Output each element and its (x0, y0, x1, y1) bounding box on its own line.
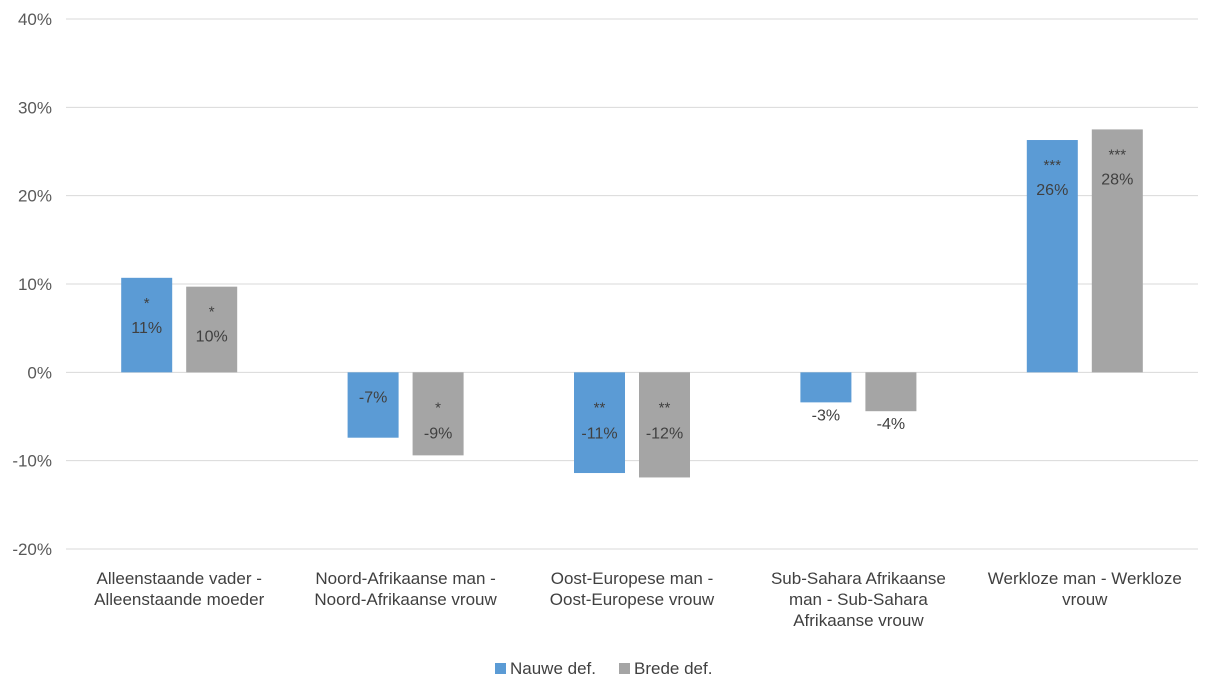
data-label: -9% (424, 425, 452, 442)
significance-label: ** (659, 399, 671, 416)
bar (1026, 140, 1078, 373)
legend-swatch (495, 663, 506, 674)
x-axis-category-labels: Alleenstaande vader - Alleenstaande moede… (94, 569, 1182, 630)
y-tick-label: 30% (18, 98, 52, 117)
data-label: -3% (812, 407, 840, 424)
legend-swatch (619, 663, 630, 674)
category-label-line: Alleenstaande vader - (97, 569, 262, 588)
legend: Nauwe def. Brede def. (495, 659, 712, 678)
legend-label: Nauwe def. (510, 659, 596, 678)
category-label-line: Oost-Europese man - (551, 569, 714, 588)
bars (121, 129, 1143, 478)
category-label: Werkloze man - Werkloze vrouw (988, 569, 1182, 609)
bar (186, 286, 238, 373)
data-label: -12% (646, 425, 683, 442)
y-tick-label: 10% (18, 275, 52, 294)
data-labels: * 11% * 10% -7% * -9% ** -11% ** -12% -3% -4% *** 26% *… (131, 146, 1133, 442)
y-tick-label: 40% (18, 10, 52, 29)
data-label: -7% (359, 389, 387, 406)
gridlines (66, 18, 1198, 550)
category-label-line: Noord-Afrikaanse vrouw (314, 590, 497, 609)
data-label: -11% (581, 425, 617, 442)
category-label-line: Oost-Europese vrouw (550, 590, 715, 609)
bar (639, 372, 690, 478)
category-label-line: Sub-Sahara Afrikaanse (771, 569, 946, 588)
data-label: -4% (877, 416, 905, 433)
bar (1091, 129, 1143, 373)
significance-label: * (435, 399, 441, 416)
y-tick-label: 20% (18, 187, 52, 206)
category-label: Alleenstaande vader - Alleenstaande moede… (94, 569, 264, 609)
category-label: Sub-Sahara Afrikaanse man - Sub-Sahara Afr… (771, 569, 946, 630)
y-axis-tick-labels: 40% 30% 20% 10% 0% -10% -20% (12, 10, 52, 559)
data-label: 26% (1036, 182, 1068, 199)
significance-label: *** (1044, 157, 1062, 174)
category-label: Noord-Afrikaanse man - Noord-Afrikaanse v… (314, 569, 497, 609)
data-label: 28% (1101, 171, 1133, 188)
significance-label: ** (594, 399, 606, 416)
bar (347, 372, 399, 438)
bar (412, 372, 464, 456)
data-label: 11% (131, 320, 162, 337)
bar (865, 372, 917, 412)
category-label-line: vrouw (1062, 590, 1108, 609)
y-tick-label: -20% (12, 540, 52, 559)
y-tick-label: -10% (12, 452, 52, 471)
legend-label: Brede def. (634, 659, 712, 678)
bar (574, 372, 625, 474)
y-tick-label: 0% (27, 363, 52, 382)
significance-label: *** (1109, 146, 1127, 163)
data-label: 10% (196, 329, 228, 346)
significance-label: * (144, 295, 150, 312)
category-label-line: Noord-Afrikaanse man - (315, 569, 495, 588)
category-label: Oost-Europese man - Oost-Europese vrouw (550, 569, 715, 609)
category-label-line: man - Sub-Sahara (789, 590, 928, 609)
category-label-line: Afrikaanse vrouw (793, 611, 924, 630)
category-label-line: Werkloze man - Werkloze (988, 569, 1182, 588)
bar (800, 372, 852, 403)
bar (121, 277, 173, 373)
significance-label: * (209, 304, 215, 321)
category-label-line: Alleenstaande moeder (94, 590, 264, 609)
